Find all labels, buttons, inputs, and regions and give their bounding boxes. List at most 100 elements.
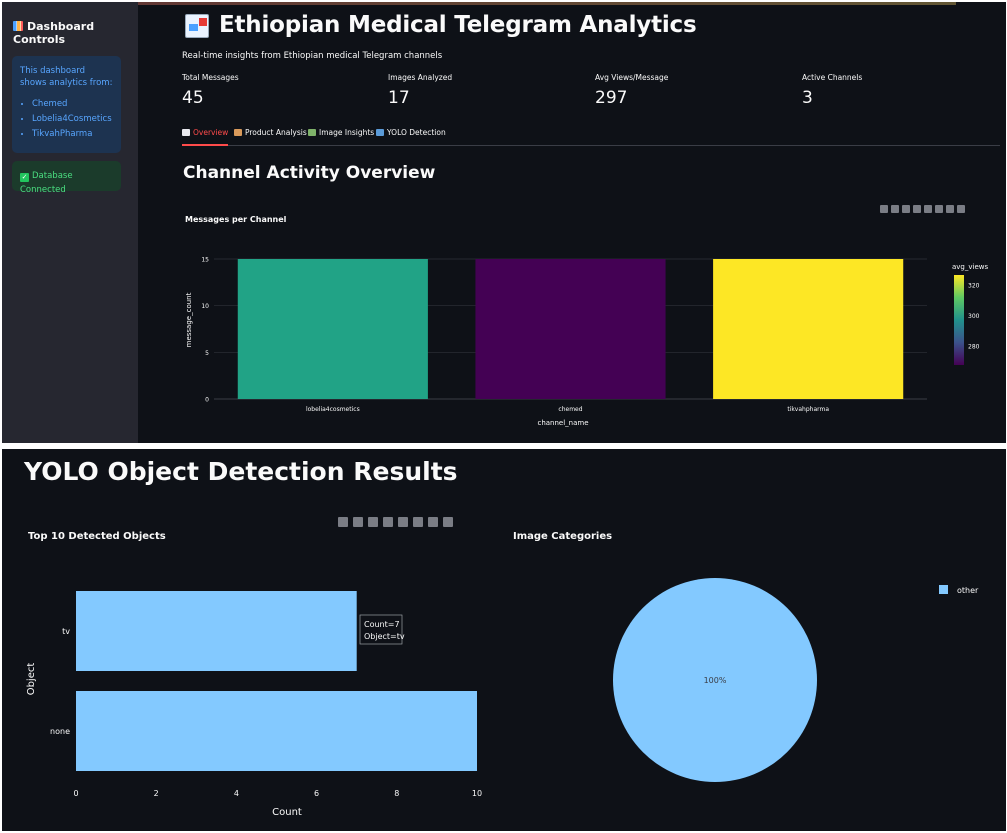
tooltip-line: Count=7 (364, 620, 400, 629)
image-categories-chart: 100% other (613, 578, 979, 782)
y-tick-label: 10 (201, 303, 209, 310)
zoom-icon[interactable] (353, 517, 363, 527)
bar (713, 259, 904, 399)
x-tick-label: 4 (234, 789, 239, 798)
package-icon (234, 129, 242, 136)
metric-avg-views: Avg Views/Message 297 (595, 73, 795, 109)
zoom-icon[interactable] (891, 205, 899, 213)
info-text: This dashboard shows analytics from: (20, 66, 113, 88)
detected-objects-chart: tv none 0 2 4 6 8 10 Object Count Count=7 Objec… (26, 591, 482, 818)
chart-increasing-icon (182, 129, 190, 136)
bar (76, 691, 477, 771)
fullscreen-icon[interactable] (443, 517, 453, 527)
x-tick-label: tikvahpharma (787, 406, 829, 413)
db-status-box: ✓ Database Connected (12, 161, 121, 195)
tooltip: Count=7 Object=tv (359, 614, 405, 645)
tab-product-analysis[interactable]: Product Analysis (234, 128, 307, 137)
colorbar-tick-label: 320 (968, 283, 980, 290)
x-tick-label: 10 (472, 789, 482, 798)
camera-icon[interactable] (880, 205, 888, 213)
metric-value: 17 (388, 88, 410, 108)
chart-title: Messages per Channel (185, 215, 287, 224)
bar-chart-icon (13, 21, 23, 31)
autoscale-icon[interactable] (935, 205, 943, 213)
x-tick-label: 0 (73, 789, 78, 798)
tab-overview[interactable]: Overview (182, 128, 228, 137)
chart-title: Top 10 Detected Objects (28, 531, 166, 542)
metric-total-messages: Total Messages 45 (182, 73, 382, 109)
top-dashboard-panel: Dashboard Controls This dashboard shows … (2, 2, 1006, 443)
db-status-text: Database Connected (20, 171, 73, 195)
zoom-out-icon[interactable] (924, 205, 932, 213)
active-tab-indicator (182, 144, 228, 146)
chart-modebar (880, 198, 968, 217)
tab-bar: Overview Product Analysis Image Insights… (182, 126, 1000, 146)
bar (237, 259, 428, 399)
home-icon[interactable] (428, 517, 438, 527)
legend-swatch (939, 585, 948, 594)
colorbar-tick-label: 280 (968, 344, 980, 351)
x-axis-label: channel_name (537, 419, 588, 427)
chart-title: Image Categories (513, 531, 613, 542)
pan-icon[interactable] (368, 517, 378, 527)
bar (475, 259, 666, 399)
tab-yolo-detection[interactable]: YOLO Detection (376, 128, 446, 137)
colorbar (954, 275, 964, 365)
sidebar: Dashboard Controls This dashboard shows … (2, 2, 138, 443)
metric-value: 45 (182, 88, 204, 108)
yolo-panel: YOLO Object Detection Results Top 10 Det… (2, 449, 1006, 831)
colorbar-tick-label: 300 (968, 313, 980, 320)
camera-icon[interactable] (338, 517, 348, 527)
zoom-out-icon[interactable] (398, 517, 408, 527)
metric-label: Avg Views/Message (595, 73, 669, 82)
legend-label: other (957, 586, 979, 595)
x-tick-label: 2 (154, 789, 159, 798)
list-item: Chemed (32, 97, 113, 112)
zoom-in-icon[interactable] (383, 517, 393, 527)
section-title: YOLO Object Detection Results (24, 457, 458, 486)
page-subtitle: Real-time insights from Ethiopian medica… (182, 51, 443, 61)
y-tick-label: none (50, 727, 70, 736)
top-decoration-bar (92, 2, 956, 5)
slice-label: 100% (704, 676, 727, 685)
y-axis-label: message_count (185, 292, 193, 347)
list-item: TikvahPharma (32, 127, 113, 142)
y-tick-label: 15 (201, 257, 209, 264)
y-axis-label: Object (26, 663, 37, 696)
y-tick-label: 5 (205, 350, 209, 357)
chart-modebar (338, 512, 458, 531)
pie-slice (613, 578, 817, 782)
bar (76, 591, 357, 671)
colorbar-title: avg_views (952, 263, 988, 271)
metric-value: 3 (802, 88, 813, 108)
tab-image-insights[interactable]: Image Insights (308, 128, 374, 137)
metric-images-analyzed: Images Analyzed 17 (388, 73, 588, 109)
x-tick-label: 6 (314, 789, 319, 798)
info-box: This dashboard shows analytics from: Che… (12, 56, 121, 153)
sidebar-title: Dashboard Controls (13, 20, 95, 46)
metric-label: Active Channels (802, 73, 863, 82)
pan-icon[interactable] (902, 205, 910, 213)
check-icon: ✓ (20, 173, 29, 182)
x-tick-label: chemed (558, 406, 582, 413)
y-tick-label: 0 (205, 397, 209, 404)
metric-label: Images Analyzed (388, 73, 453, 82)
x-tick-label: lobelia4cosmetics (306, 406, 360, 413)
x-axis-label: Count (272, 807, 302, 818)
x-tick-label: 8 (394, 789, 399, 798)
metric-label: Total Messages (182, 73, 239, 82)
page-title: Ethiopian Medical Telegram Analytics (219, 12, 697, 38)
section-title: Channel Activity Overview (183, 163, 436, 183)
channel-list: Chemed Lobelia4Cosmetics TikvahPharma (20, 97, 113, 142)
home-icon[interactable] (946, 205, 954, 213)
messages-per-channel-chart: 0 5 10 15 lobelia4cosmetics chemed tikvahpharm… (185, 257, 988, 428)
tooltip-line: Object=tv (364, 632, 405, 641)
fullscreen-icon[interactable] (957, 205, 965, 213)
autoscale-icon[interactable] (413, 517, 423, 527)
hospital-icon (185, 14, 209, 38)
y-tick-label: tv (62, 627, 70, 636)
zoom-in-icon[interactable] (913, 205, 921, 213)
metric-active-channels: Active Channels 3 (802, 73, 1002, 109)
list-item: Lobelia4Cosmetics (32, 112, 113, 127)
picture-icon (308, 129, 316, 136)
